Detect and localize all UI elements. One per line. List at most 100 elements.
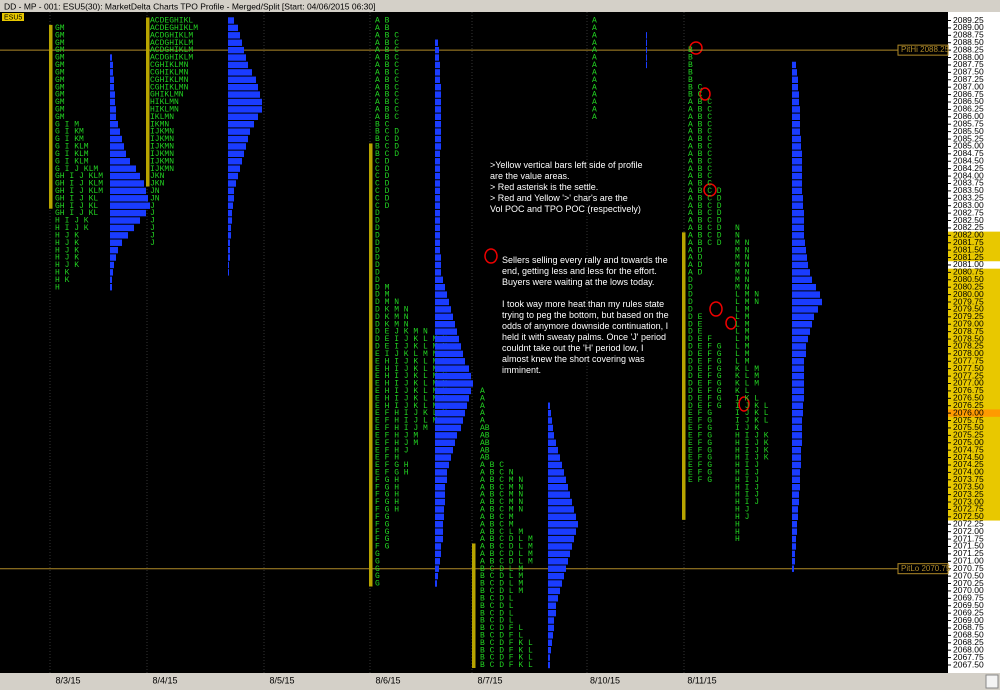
tpo-row: J [150, 239, 155, 248]
tpo-row: ACDGHIKLM [150, 46, 193, 55]
volume-bar [792, 387, 804, 395]
tpo-row: A [592, 24, 597, 33]
tpo-row: A B [375, 17, 390, 26]
volume-bar [548, 513, 576, 521]
tpo-row: GM [55, 39, 65, 48]
tpo-row: H K [55, 268, 70, 277]
volume-bar [646, 39, 647, 46]
tpo-row: AB [480, 439, 490, 448]
tpo-row: A B C D [688, 202, 722, 211]
price-label: 2078.25 [953, 341, 984, 351]
tpo-row: A B C [375, 46, 399, 55]
tpo-row: G I KLM [55, 150, 89, 159]
volume-bar [646, 54, 647, 61]
volume-bar [228, 180, 236, 187]
price-label: 2084.50 [953, 156, 984, 166]
tpo-row: G [375, 550, 380, 559]
tpo-row: GM [55, 91, 65, 100]
price-label: 2077.25 [953, 370, 984, 380]
volume-bar [792, 195, 803, 202]
volume-bar [110, 91, 115, 98]
price-label: 2086.00 [953, 111, 984, 121]
tpo-row: D E F G [688, 380, 722, 389]
red-circle [703, 183, 717, 197]
volume-bar [435, 580, 437, 587]
volume-bar [110, 165, 136, 172]
volume-bar [792, 395, 804, 402]
tpo-row: A [592, 83, 597, 92]
price-label: 2073.25 [953, 489, 984, 499]
volume-bar [792, 409, 803, 417]
value-area-band [948, 231, 1000, 521]
tpo-row: ACDGHIKLM [150, 54, 193, 63]
price-label: 2079.50 [953, 304, 984, 314]
volume-bar [228, 39, 242, 46]
volume-bar [792, 402, 803, 409]
volume-bar [110, 209, 146, 217]
tpo-row: E F G H [375, 469, 409, 478]
tpo-row: IJKMN [150, 128, 174, 137]
volume-bar [792, 121, 800, 128]
tpo-row: JN [150, 187, 160, 196]
tpo-row: A B C M N [480, 491, 523, 500]
tpo-row: D E F G [688, 402, 722, 411]
tpo-row: A [480, 394, 485, 403]
volume-bar [435, 402, 467, 409]
price-label: 2087.00 [953, 81, 984, 91]
volume-bar [228, 246, 230, 254]
tpo-row: J [150, 231, 155, 240]
tpo-row: G I KM [55, 128, 84, 137]
price-label: 2075.00 [953, 437, 984, 447]
note-line: held it with sweaty palms. Once 'J' peri… [502, 332, 666, 342]
tpo-row: D [375, 261, 380, 270]
price-label: 2076.50 [953, 393, 984, 403]
tpo-row: K L M [735, 365, 759, 374]
volume-bar [435, 543, 441, 550]
refresh-button[interactable] [985, 674, 999, 689]
price-label: 2070.25 [953, 578, 984, 588]
tpo-row: E F G [688, 469, 712, 478]
volume-bar [792, 187, 802, 195]
tpo-row: C D [375, 180, 390, 189]
tpo-row: H I J [735, 469, 759, 478]
volume-bar [792, 513, 798, 521]
price-label: 2083.75 [953, 178, 984, 188]
volume-bar [435, 202, 440, 209]
volume-bar [792, 69, 797, 76]
tpo-row: CGHIKLMN [150, 68, 189, 77]
volume-bar [548, 572, 564, 580]
tpo-row: G [375, 557, 380, 566]
price-label: 2080.25 [953, 281, 984, 291]
tpo-row: CGHIKLMN [150, 83, 189, 92]
volume-bar [792, 276, 812, 283]
volume-bar [435, 224, 440, 232]
volume-bar [792, 372, 804, 380]
volume-bar [435, 172, 440, 180]
tpo-row: H J K [55, 239, 79, 248]
volume-bar [228, 172, 238, 180]
tpo-row: D [375, 276, 380, 285]
tpo-row: AB [480, 431, 490, 440]
price-label: 2070.00 [953, 585, 984, 595]
volume-bar [792, 558, 795, 565]
red-circle [689, 41, 703, 55]
tpo-row: D M N [375, 298, 399, 307]
volume-bar [228, 269, 229, 276]
volume-bar [110, 54, 112, 61]
tpo-row: ACDEGHIKL [150, 17, 193, 26]
volume-bar [228, 143, 246, 150]
tpo-row: I J K L [735, 409, 769, 418]
volume-bar [792, 543, 796, 550]
tpo-row: D K M N [375, 306, 409, 315]
red-circle [725, 316, 737, 330]
volume-bar [435, 187, 440, 195]
tpo-row: D K M N [375, 320, 409, 329]
tpo-row: B [688, 46, 693, 55]
volume-bar [110, 187, 146, 195]
volume-bar [110, 150, 126, 158]
price-label: 2081.75 [953, 237, 984, 247]
volume-bar [228, 135, 248, 143]
volume-bar [792, 506, 798, 513]
price-label: 2074.50 [953, 452, 984, 462]
date-label: 8/7/15 [477, 675, 502, 685]
